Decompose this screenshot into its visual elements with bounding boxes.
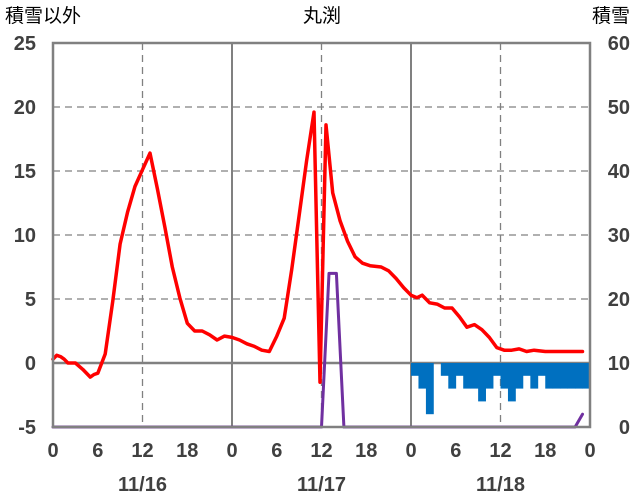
snow-change-bar (478, 363, 486, 402)
snow-change-bar (507, 363, 516, 402)
snow-change-bar (418, 363, 427, 389)
date-label: 11/18 (476, 474, 525, 496)
y-left-tick-label: 10 (14, 225, 36, 247)
y-right-tick-label: 30 (608, 225, 630, 247)
x-tick-label: 0 (584, 440, 595, 462)
x-tick-label: 6 (271, 440, 282, 462)
chart-title: 丸渕 (303, 5, 341, 27)
snow-change-bar (411, 363, 419, 376)
y-left-tick-label: 5 (25, 289, 36, 311)
snow-change-bar (463, 363, 472, 389)
x-tick-label: 6 (450, 440, 461, 462)
x-tick-label: 18 (355, 440, 377, 462)
x-tick-label: 0 (226, 440, 237, 462)
snow-change-bar (470, 363, 479, 389)
x-tick-label: 6 (92, 440, 103, 462)
y-right-tick-label: 40 (608, 161, 630, 183)
x-tick-label: 0 (47, 440, 58, 462)
snow-change-bar (552, 363, 561, 389)
y-right-tick-label: 50 (608, 97, 630, 119)
y-left-tick-label: 0 (25, 353, 36, 375)
snow-change-bar (575, 363, 583, 389)
snow-change-bar (440, 363, 449, 376)
snow-change-bar (493, 363, 501, 376)
y-left-tick-label: 20 (14, 97, 36, 119)
snow-change-bar (522, 363, 531, 376)
y-right-tick-label: 20 (608, 289, 630, 311)
snow-change-bar (515, 363, 524, 389)
date-label: 11/16 (118, 474, 167, 496)
y-left-tick-label: 25 (14, 33, 36, 55)
x-tick-label: 18 (534, 440, 556, 462)
right-axis-label: 積雪 (592, 5, 630, 27)
snow-change-bar (530, 363, 539, 389)
temperature-line (51, 110, 585, 384)
y-right-tick-label: 10 (608, 353, 630, 375)
x-tick-label: 12 (131, 440, 153, 462)
snow-change-bar (448, 363, 457, 389)
y-left-tick-label: 15 (14, 161, 36, 183)
snow-change-bar (582, 363, 591, 389)
y-right-tick-label: 0 (619, 417, 630, 439)
snow-change-bar (545, 363, 554, 389)
snow-change-bar (567, 363, 576, 389)
y-left-tick-label: -5 (18, 417, 36, 439)
snow-change-bar (500, 363, 509, 389)
x-tick-label: 12 (310, 440, 332, 462)
plot-frame (51, 41, 592, 429)
x-tick-label: 18 (176, 440, 198, 462)
snow-change-bar (455, 363, 464, 376)
left-axis-label: 積雪以外 (5, 5, 81, 27)
snow-change-bar (485, 363, 494, 389)
y-right-tick-label: 60 (608, 33, 630, 55)
snow-change-bar (560, 363, 569, 389)
date-label: 11/17 (297, 474, 346, 496)
x-tick-label: 0 (405, 440, 416, 462)
snow-change-bars (411, 363, 591, 415)
snow-change-bar (425, 363, 434, 415)
snow-change-bar (537, 363, 546, 376)
x-tick-label: 12 (489, 440, 511, 462)
